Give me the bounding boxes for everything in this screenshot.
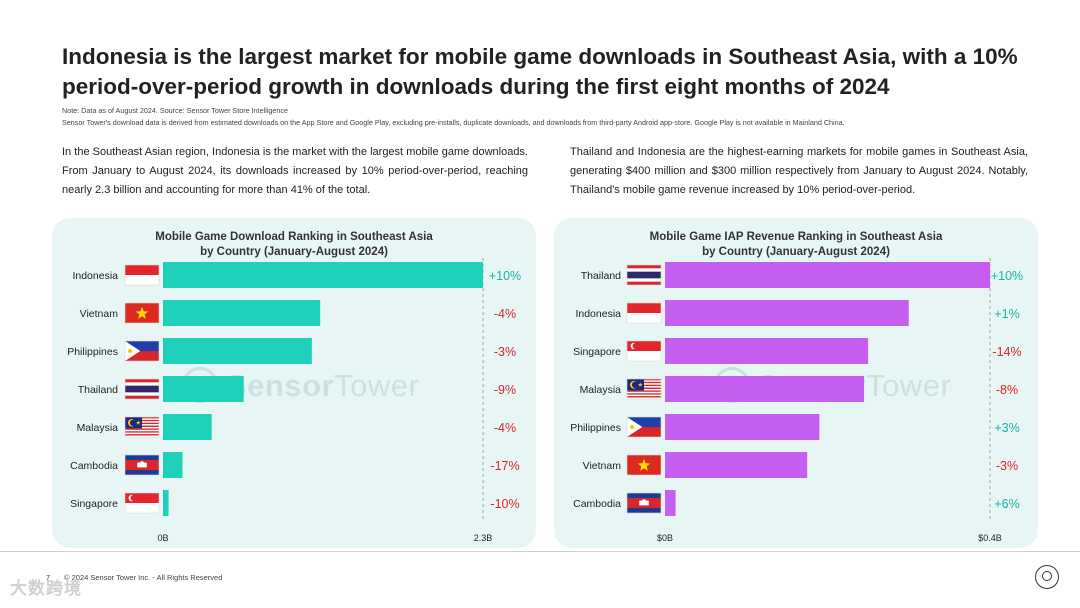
flag-cambodia-icon <box>124 454 160 476</box>
revenue-x-tick-min: $0B <box>657 533 673 543</box>
download-bar <box>163 262 483 288</box>
flag-indonesia-icon <box>124 264 160 286</box>
revenue-bar <box>665 414 820 440</box>
download-bar <box>163 338 312 364</box>
download-bar <box>163 452 183 478</box>
copyright: © 2024 Sensor Tower Inc. - All Rights Re… <box>64 573 223 582</box>
sensor-tower-footer-icon <box>1035 565 1059 589</box>
source-note: Note: Data as of August 2024. Source: Se… <box>62 106 289 115</box>
revenue-chart-title-line2: by Country (January-August 2024) <box>702 246 890 258</box>
left-paragraph: In the Southeast Asian region, Indonesia… <box>62 146 528 196</box>
sensor-tower-watermark: SensorTower <box>182 366 420 406</box>
download-x-tick-min: 0B <box>157 533 168 543</box>
watermark-text-b: Tower <box>866 368 952 403</box>
watermark-text-b: Tower <box>334 368 420 403</box>
flag-singapore-icon <box>124 492 160 514</box>
download-bar <box>163 300 321 326</box>
revenue-category-label: Cambodia <box>573 498 621 510</box>
revenue-category-label: Singapore <box>573 346 621 358</box>
flag-malaysia-icon <box>626 378 662 400</box>
revenue-category-label: Vietnam <box>583 460 622 472</box>
revenue-chart-title-line1: Mobile Game IAP Revenue Ranking in South… <box>649 231 943 243</box>
download-category-label: Singapore <box>70 498 118 510</box>
download-change-label: -9% <box>494 383 516 397</box>
download-bar <box>163 376 244 402</box>
revenue-category-label: Indonesia <box>575 308 621 320</box>
download-change-label: +10% <box>489 269 521 283</box>
flag-cambodia-icon <box>626 492 662 514</box>
revenue-category-label: Philippines <box>570 422 621 434</box>
download-change-label: -10% <box>490 497 519 511</box>
flag-vietnam-icon <box>124 302 160 324</box>
download-category-label: Vietnam <box>80 308 119 320</box>
flag-vietnam-icon <box>626 454 662 476</box>
download-category-label: Thailand <box>78 384 118 396</box>
revenue-change-label: -8% <box>996 383 1018 397</box>
download-change-label: -4% <box>494 421 516 435</box>
download-category-label: Indonesia <box>72 270 118 282</box>
page-title: Indonesia is the largest market for mobi… <box>62 44 1018 99</box>
flag-philippines-icon <box>124 340 160 362</box>
download-change-label: -4% <box>494 307 516 321</box>
revenue-change-label: -14% <box>992 345 1021 359</box>
revenue-bar <box>665 300 909 326</box>
revenue-change-label: +1% <box>994 307 1019 321</box>
download-bar <box>163 490 169 516</box>
download-category-label: Philippines <box>67 346 118 358</box>
revenue-chart-title: Mobile Game IAP Revenue Ranking in South… <box>554 230 1038 260</box>
revenue-category-label: Thailand <box>581 270 621 282</box>
flag-philippines-icon <box>626 416 662 438</box>
downloads-chart-title-line1: Mobile Game Download Ranking in Southeas… <box>155 231 433 243</box>
revenue-x-tick-max: $0.4B <box>978 533 1002 543</box>
flag-malaysia-icon <box>124 416 160 438</box>
flag-thailand-icon <box>124 378 160 400</box>
watermark-text-a: Sensor <box>226 368 335 403</box>
revenue-change-label: +3% <box>994 421 1019 435</box>
revenue-bar <box>665 338 869 364</box>
footer-divider <box>0 551 1080 552</box>
download-bar <box>163 414 212 440</box>
download-category-label: Malaysia <box>77 422 119 434</box>
flag-indonesia-icon <box>626 302 662 324</box>
download-change-label: -17% <box>490 459 519 473</box>
methodology-note: Sensor Tower's download data is derived … <box>62 118 845 127</box>
revenue-category-label: Malaysia <box>580 384 622 396</box>
download-category-label: Cambodia <box>70 460 118 472</box>
revenue-change-label: -3% <box>996 459 1018 473</box>
downloads-chart-title: Mobile Game Download Ranking in Southeas… <box>52 230 536 260</box>
download-change-label: -3% <box>494 345 516 359</box>
downloads-chart-title-line2: by Country (January-August 2024) <box>200 246 388 258</box>
revenue-bar <box>665 262 990 288</box>
flag-thailand-icon <box>626 264 662 286</box>
revenue-change-label: +6% <box>994 497 1019 511</box>
right-paragraph: Thailand and Indonesia are the highest-e… <box>570 146 1028 196</box>
corner-watermark: 大数跨境 <box>10 579 82 598</box>
revenue-bar <box>665 452 808 478</box>
revenue-bar <box>665 490 676 516</box>
revenue-change-label: +10% <box>991 269 1023 283</box>
download-x-tick-max: 2.3B <box>474 533 493 543</box>
revenue-bar <box>665 376 865 402</box>
flag-singapore-icon <box>626 340 662 362</box>
page-number: 7 <box>46 573 51 582</box>
